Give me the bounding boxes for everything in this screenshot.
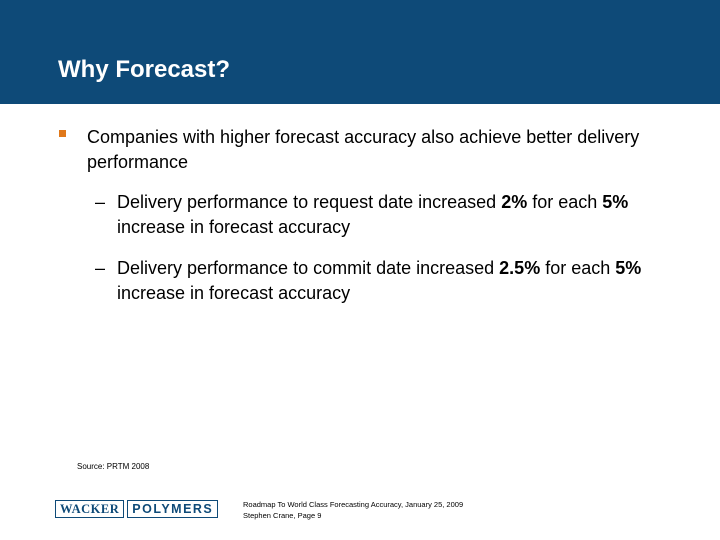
text-segment: increase in forecast accuracy <box>117 283 351 303</box>
text-segment: for each <box>540 258 616 278</box>
text-segment: for each <box>527 192 603 212</box>
bullet-square-icon <box>59 130 66 137</box>
highlight-value: 2% <box>501 192 528 212</box>
bullet-text: Companies with higher forecast accuracy … <box>87 127 640 172</box>
sub-bullet-text: Delivery performance to request date inc… <box>117 190 675 240</box>
highlight-value: 5% <box>602 192 629 212</box>
text-segment: increase in forecast accuracy <box>117 217 351 237</box>
bullet-item: Companies with higher forecast accuracy … <box>59 125 679 175</box>
dash-icon: – <box>95 192 106 212</box>
sub-bullet-request-date: – Delivery performance to request date i… <box>95 190 675 240</box>
footer-line-1: Roadmap To World Class Forecasting Accur… <box>243 500 464 509</box>
footer-line-2: Stephen Crane, Page 9 <box>243 511 322 520</box>
company-logo: WACKER POLYMERS <box>55 500 219 518</box>
source-note: Source: PRTM 2008 <box>77 462 150 471</box>
footer-text: Roadmap To World Class Forecasting Accur… <box>243 499 463 521</box>
highlight-value: 2.5% <box>499 258 541 278</box>
sub-bullet-commit-date: – Delivery performance to commit date in… <box>95 256 675 306</box>
logo-polymers: POLYMERS <box>127 500 219 518</box>
slide-title: Why Forecast? <box>58 56 231 83</box>
sub-bullet-text: Delivery performance to commit date incr… <box>117 256 675 306</box>
dash-icon: – <box>95 258 106 278</box>
text-segment: Delivery performance to request date inc… <box>117 192 502 212</box>
highlight-value: 5% <box>615 258 642 278</box>
text-segment: Delivery performance to commit date incr… <box>117 258 500 278</box>
logo-wacker: WACKER <box>55 500 125 518</box>
title-bar <box>0 0 720 104</box>
